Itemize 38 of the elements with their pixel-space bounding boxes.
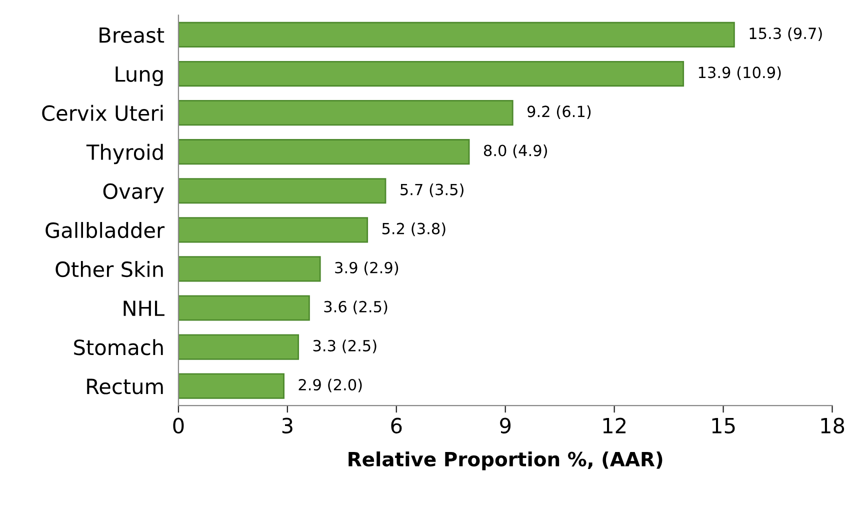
data-label: 15.3 (9.7) — [750, 27, 822, 41]
data-label: 13.9 (10.9) — [698, 66, 781, 80]
bar — [178, 373, 284, 399]
x-tick-label: 15 — [712, 418, 735, 434]
y-tick-label: Stomach — [74, 339, 163, 356]
bar — [178, 100, 514, 126]
bar — [178, 22, 735, 48]
x-tick-label: 12 — [603, 418, 626, 434]
bar — [178, 334, 300, 360]
bar — [178, 256, 321, 282]
y-tick-label: Other Skin — [56, 261, 163, 278]
bar — [178, 139, 470, 165]
data-label: 9.2 (6.1) — [527, 105, 591, 120]
data-label: 3.3 (2.5) — [313, 340, 376, 354]
y-tick-label: Thyroid — [86, 144, 163, 164]
x-axis-title: Relative Proportion %, (AAR) — [348, 451, 662, 470]
data-label: 3.9 (2.9) — [335, 262, 398, 276]
y-tick-label: Cervix Uteri — [42, 104, 163, 122]
y-tick-label: Lung — [116, 66, 163, 86]
data-label: 3.6 (2.5) — [324, 300, 388, 314]
x-tick-label: 18 — [821, 418, 844, 434]
y-tick-label: NHL — [124, 300, 164, 316]
y-tick-label: Breast — [100, 27, 164, 43]
data-label: 5.2 (3.8) — [382, 222, 446, 236]
data-label: 5.7 (3.5) — [400, 184, 464, 198]
y-tick-label: Gallbladder — [46, 222, 165, 238]
bar — [178, 295, 310, 321]
x-tick-label: 3 — [282, 418, 292, 434]
x-tick-label: 0 — [173, 418, 184, 434]
data-label: 2.9 (2.0) — [298, 378, 362, 392]
data-label: 8.0 (4.9) — [484, 144, 547, 158]
x-tick-label: 6 — [391, 418, 402, 434]
bar — [178, 178, 386, 204]
x-tick-label: 9 — [500, 418, 511, 434]
bar — [178, 60, 684, 87]
y-tick-label: Ovary — [103, 183, 164, 204]
bar — [178, 217, 368, 243]
y-tick-label: Rectum — [87, 378, 163, 394]
